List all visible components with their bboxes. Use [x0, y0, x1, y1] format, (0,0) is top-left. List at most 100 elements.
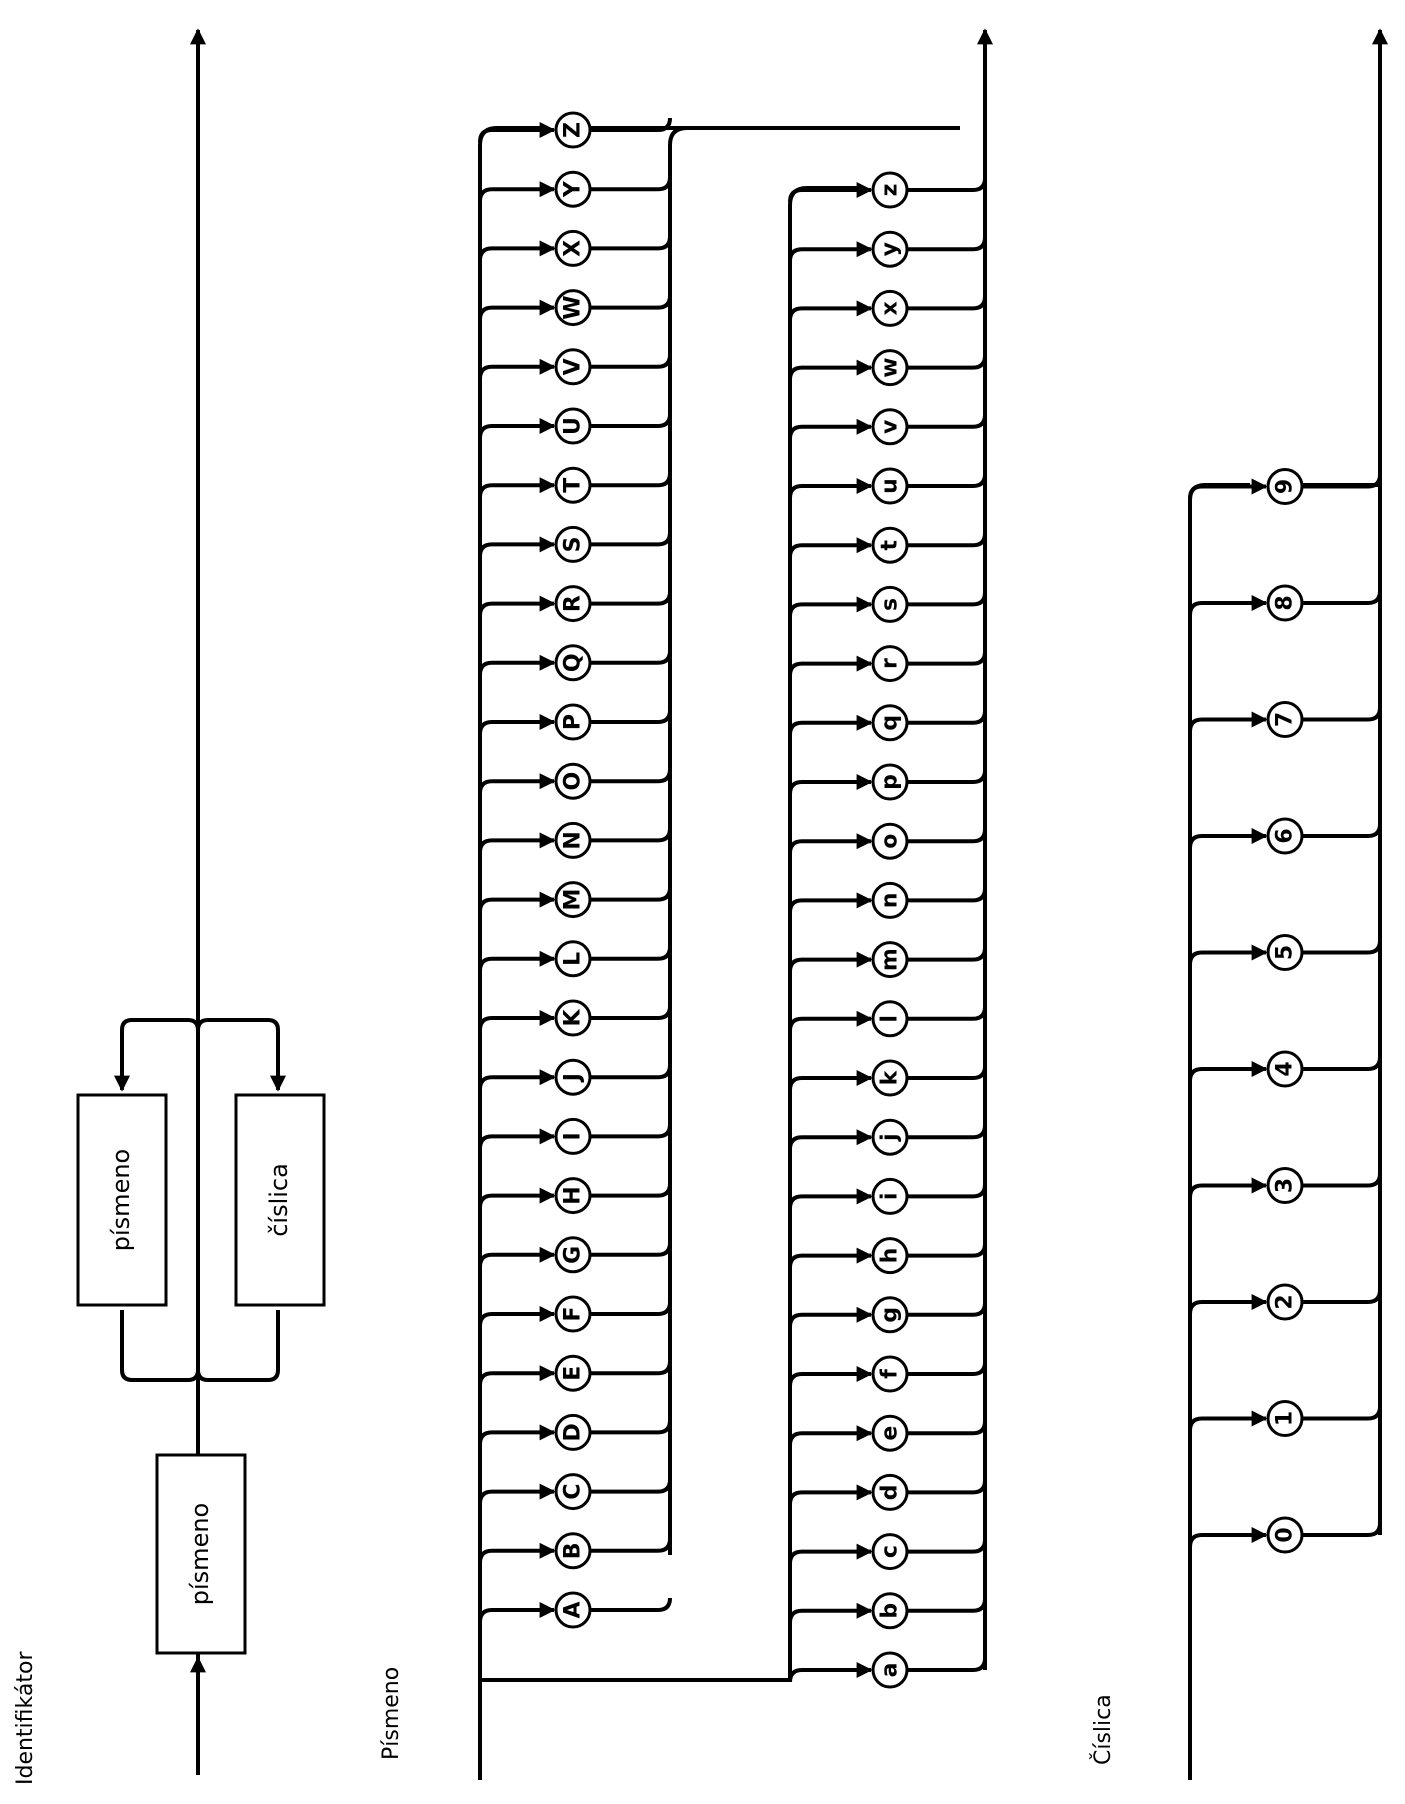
uppercase-letter-node-circle — [554, 111, 592, 149]
uppercase-letter-branch: I — [478, 1117, 672, 1155]
uppercase-letter-node-circle — [554, 407, 592, 445]
uppercase-nodes: A B C D E F G H I J K L M N O P Q R S T U V W X Y Z — [478, 111, 672, 1629]
digit-node-circle — [1266, 701, 1304, 738]
uppercase-letter-branch: X — [478, 229, 672, 267]
lowercase-letter-node-circle — [871, 1355, 909, 1393]
lowercase-letter-branch: b — [788, 1592, 987, 1630]
lowercase-letter-node-label: b — [878, 1603, 903, 1619]
lowercase-letter-branch: m — [788, 941, 987, 979]
lowercase-letter-branch: x — [788, 289, 987, 327]
identifikator-loop-box-cislica-label: číslica — [265, 1163, 293, 1237]
lowercase-letter-node-circle — [871, 171, 909, 209]
uppercase-letter-branch: E — [478, 1354, 672, 1392]
uppercase-letter-branch: N — [478, 821, 672, 859]
uppercase-letter-node-circle — [554, 1236, 592, 1274]
uppercase-letter-node-label: R — [561, 595, 586, 612]
lowercase-letter-node-label: y — [878, 242, 903, 256]
lowercase-letter-branch: v — [788, 408, 987, 446]
lowercase-letter-node-circle — [871, 822, 909, 860]
lowercase-letter-node-circle — [871, 1592, 909, 1630]
uppercase-letter-node-circle — [554, 881, 592, 919]
digit-branch: 6 — [1188, 817, 1382, 855]
lowercase-letter-node-circle — [871, 1177, 909, 1215]
digit-branch: 3 — [1188, 1167, 1382, 1204]
lowercase-letter-node-circle — [871, 1473, 909, 1511]
uppercase-letter-branch: P — [478, 703, 672, 741]
identifikator-loop-box-pismeno-label: písmeno — [107, 1149, 135, 1251]
digit-node-circle — [1266, 1283, 1304, 1321]
uppercase-letter-node-label: O — [561, 772, 586, 791]
uppercase-letter-node-circle — [554, 1591, 592, 1629]
lowercase-letter-branch: j — [788, 1118, 987, 1156]
lowercase-letter-node-label: g — [878, 1307, 903, 1323]
cislica-section: Číslica 0 1 2 3 4 5 6 7 8 9 — [1090, 28, 1388, 1780]
digit-node-label: 2 — [1273, 1294, 1298, 1309]
lowercase-letter-branch: o — [788, 822, 987, 860]
uppercase-letter-node-circle — [554, 466, 592, 504]
uppercase-letter-node-label: Y — [561, 180, 586, 198]
uppercase-letter-node-circle — [554, 348, 592, 386]
uppercase-letter-node-label: Q — [561, 653, 586, 672]
digit-branch: 0 — [1188, 1516, 1382, 1554]
uppercase-letter-node-label: P — [561, 714, 586, 730]
lowercase-letter-node-label: a — [878, 1663, 903, 1678]
lowercase-letter-branch: l — [788, 1000, 987, 1038]
uppercase-letter-branch: V — [478, 348, 672, 386]
lowercase-letter-branch: g — [788, 1296, 987, 1334]
lowercase-letter-branch: r — [788, 645, 987, 683]
uppercase-letter-branch: Y — [478, 170, 672, 208]
uppercase-letter-node-label: Z — [561, 122, 586, 138]
uppercase-letter-node-circle — [554, 289, 592, 327]
lowercase-letter-branch: a — [788, 1651, 987, 1689]
identifikator-first-box — [155, 1453, 247, 1655]
uppercase-letter-branch: Z — [478, 111, 672, 149]
lowercase-letter-node-circle — [871, 1118, 909, 1156]
pismeno-title: Písmeno — [379, 1667, 404, 1760]
digit-branch: 8 — [1188, 584, 1382, 622]
lowercase-letter-node-label: h — [878, 1248, 903, 1264]
uppercase-letter-node-circle — [554, 1532, 592, 1570]
lowercase-letter-node-label: m — [878, 948, 903, 971]
uppercase-letter-node-circle — [554, 703, 592, 741]
uppercase-letter-node-label: B — [561, 1542, 586, 1559]
digit-node-label: 3 — [1273, 1178, 1298, 1193]
lowercase-letter-node-circle — [871, 1237, 909, 1275]
identifikator-loop-box-pismeno — [76, 1093, 168, 1307]
uppercase-letter-branch: S — [478, 525, 672, 563]
uppercase-letter-node-label: E — [561, 1366, 586, 1381]
lowercase-letter-node-circle — [871, 763, 909, 801]
lowercase-letter-node-label: r — [878, 658, 903, 669]
uppercase-letter-node-label: V — [561, 358, 586, 375]
lowercase-letter-node-circle — [871, 1533, 909, 1571]
lowercase-letter-node-circle — [871, 467, 909, 505]
lowercase-letter-node-circle — [871, 585, 909, 623]
uppercase-letter-branch: J — [478, 1058, 672, 1096]
uppercase-letter-node-label: L — [561, 952, 586, 966]
uppercase-letter-branch: R — [478, 585, 672, 623]
lowercase-letter-node-label: x — [878, 301, 903, 315]
lowercase-letter-node-label: z — [878, 184, 903, 197]
uppercase-letter-node-circle — [554, 1117, 592, 1155]
uppercase-letter-node-label: M — [561, 889, 586, 911]
lowercase-letter-node-circle — [871, 1651, 909, 1689]
lowercase-letter-node-circle — [871, 704, 909, 742]
uppercase-letter-node-circle — [554, 525, 592, 563]
lowercase-letter-branch: u — [788, 467, 987, 505]
lowercase-letter-node-label: e — [878, 1426, 903, 1441]
uppercase-letter-branch: B — [478, 1532, 672, 1570]
lowercase-letter-node-circle — [871, 230, 909, 268]
digit-node-circle — [1266, 1167, 1304, 1204]
uppercase-letter-node-label: W — [561, 295, 586, 319]
identifikator-first-box-label: písmeno — [186, 1503, 214, 1605]
identifikator-loop-box-cislica — [234, 1093, 326, 1307]
lowercase-letter-node-label: d — [878, 1485, 903, 1501]
lowercase-letter-node-label: l — [878, 1015, 903, 1023]
digit-branch: 1 — [1188, 1400, 1382, 1437]
uppercase-letter-node-circle — [554, 999, 592, 1037]
lowercase-letter-node-label: p — [878, 774, 903, 790]
lowercase-letter-branch: t — [788, 526, 987, 564]
lowercase-letter-node-circle — [871, 881, 909, 919]
uppercase-letter-node-circle — [554, 1177, 592, 1215]
lowercase-letter-branch: f — [788, 1355, 987, 1393]
